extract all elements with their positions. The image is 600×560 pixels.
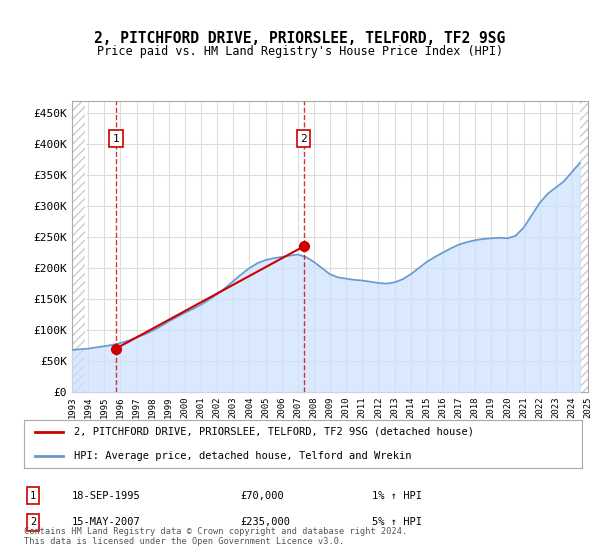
Bar: [580, 101, 588, 392]
Text: 15-MAY-2007: 15-MAY-2007: [72, 517, 141, 528]
Text: HPI: Average price, detached house, Telford and Wrekin: HPI: Average price, detached house, Telf…: [74, 451, 412, 461]
Text: 1: 1: [112, 134, 119, 144]
Text: 18-SEP-1995: 18-SEP-1995: [72, 491, 141, 501]
Bar: [72, 101, 85, 392]
Text: 1: 1: [30, 491, 36, 501]
Text: Price paid vs. HM Land Registry's House Price Index (HPI): Price paid vs. HM Land Registry's House …: [97, 45, 503, 58]
Text: 2: 2: [301, 134, 307, 144]
Text: 2: 2: [30, 517, 36, 528]
Text: 5% ↑ HPI: 5% ↑ HPI: [372, 517, 422, 528]
Text: 1% ↑ HPI: 1% ↑ HPI: [372, 491, 422, 501]
Text: £70,000: £70,000: [240, 491, 284, 501]
Bar: [72, 101, 85, 392]
Text: Contains HM Land Registry data © Crown copyright and database right 2024.
This d: Contains HM Land Registry data © Crown c…: [24, 526, 407, 546]
Text: £235,000: £235,000: [240, 517, 290, 528]
Text: 2, PITCHFORD DRIVE, PRIORSLEE, TELFORD, TF2 9SG: 2, PITCHFORD DRIVE, PRIORSLEE, TELFORD, …: [94, 31, 506, 46]
Bar: [580, 101, 588, 392]
Text: 2, PITCHFORD DRIVE, PRIORSLEE, TELFORD, TF2 9SG (detached house): 2, PITCHFORD DRIVE, PRIORSLEE, TELFORD, …: [74, 427, 474, 437]
